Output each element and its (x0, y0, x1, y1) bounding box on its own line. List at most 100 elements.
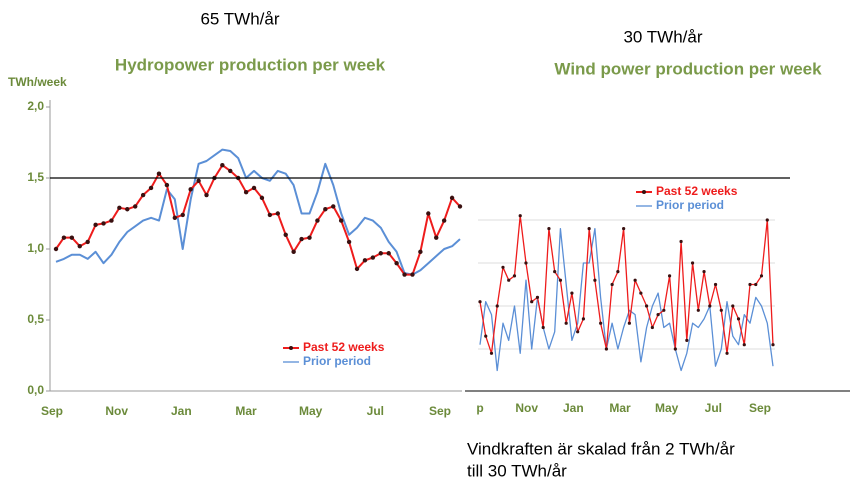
data-point (696, 308, 700, 312)
data-point (402, 272, 407, 277)
data-point (771, 343, 775, 347)
data-point (616, 270, 620, 274)
data-point (512, 274, 517, 278)
data-point (553, 270, 557, 274)
note: Vindkraften är skalad från 2 TWh/år (467, 439, 735, 458)
data-point (346, 239, 352, 245)
data-point (220, 163, 225, 168)
data-point (581, 317, 586, 321)
data-point (441, 218, 447, 223)
y-tick-label: 0,0 (27, 383, 44, 397)
unit-label: TWh/week (8, 75, 67, 89)
annotation: 65 TWh/år (200, 9, 279, 28)
x-tick-label: Nov (515, 401, 538, 415)
data-point (633, 278, 637, 282)
data-point (765, 218, 769, 222)
data-point (708, 304, 712, 308)
data-point (93, 222, 98, 228)
x-tick-label: Jan (171, 404, 192, 418)
data-point (742, 343, 746, 347)
data-point (228, 168, 233, 174)
data-point (85, 239, 90, 245)
data-point (251, 185, 257, 191)
data-point (759, 274, 764, 278)
y-tick-label: 1,5 (27, 170, 44, 184)
data-point (564, 321, 568, 325)
data-point (53, 246, 59, 252)
chart-title: Hydropower production per week (115, 55, 386, 74)
data-point (323, 207, 328, 212)
data-point (725, 351, 729, 355)
x-tick-label: May (299, 404, 323, 418)
data-point (719, 308, 723, 312)
data-point (484, 334, 488, 338)
x-tick-label: Nov (105, 404, 128, 418)
data-point (299, 236, 304, 242)
data-point (188, 187, 193, 192)
data-point (748, 282, 752, 287)
data-point (291, 249, 296, 255)
data-point (501, 265, 505, 269)
legend-label: Past 52 weeks (303, 340, 385, 354)
y-tick-label: 2,0 (27, 99, 44, 113)
data-point (478, 300, 482, 304)
data-point (117, 205, 122, 211)
data-point (259, 195, 265, 201)
x-tick-label: Mar (235, 404, 257, 418)
data-point (679, 239, 683, 244)
series-line (479, 227, 774, 372)
data-point (518, 214, 522, 218)
x-tick-label: Jan (563, 401, 584, 415)
data-point (576, 330, 580, 334)
data-point (604, 347, 608, 351)
x-tick-label: May (655, 401, 679, 415)
data-point (731, 304, 735, 308)
data-point (449, 195, 455, 201)
data-point (125, 207, 130, 212)
note: till 30 TWh/år (467, 461, 567, 480)
data-point (535, 295, 540, 299)
series-line (55, 164, 461, 276)
data-point (362, 258, 368, 263)
data-point (593, 278, 597, 282)
data-point (587, 227, 591, 231)
x-tick-label: Jul (705, 401, 722, 415)
data-point (495, 304, 499, 308)
y-tick-label: 0,5 (27, 312, 44, 326)
legend-swatch (289, 346, 293, 350)
data-point (172, 215, 178, 220)
series-line (55, 148, 461, 276)
legend-label: Past 52 weeks (656, 184, 738, 198)
x-tick-label: Sep (429, 404, 451, 418)
y-tick-label: 1,0 (27, 241, 44, 255)
data-point (283, 232, 288, 237)
x-tick-label: Sep (749, 401, 771, 415)
data-point (140, 192, 146, 198)
data-point (434, 235, 439, 240)
data-point (690, 261, 695, 265)
series-line (479, 215, 774, 354)
legend-swatch (642, 190, 646, 194)
data-point (622, 227, 626, 231)
data-point (713, 282, 718, 287)
data-point (156, 171, 162, 176)
data-point (667, 274, 672, 278)
data-point (650, 325, 654, 330)
data-point (541, 325, 545, 330)
data-point (673, 347, 677, 351)
data-point (101, 221, 106, 226)
data-point (275, 211, 281, 216)
data-point (180, 212, 185, 218)
data-point (736, 317, 741, 321)
data-point (386, 251, 391, 256)
data-point (645, 304, 649, 308)
data-point (558, 278, 563, 282)
data-point (338, 218, 344, 223)
x-tick-label: p (476, 401, 483, 415)
data-point (524, 261, 528, 265)
data-point (627, 321, 631, 325)
data-point (370, 255, 376, 260)
data-point (243, 190, 249, 195)
data-point (378, 251, 383, 256)
data-point (354, 266, 360, 272)
